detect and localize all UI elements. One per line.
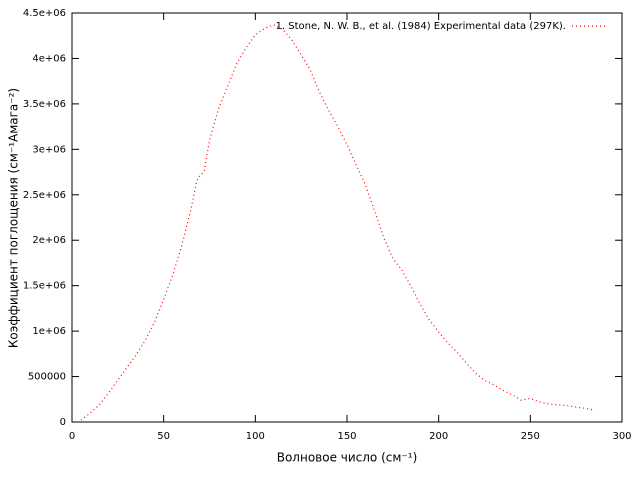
x-tick-label: 300	[612, 431, 631, 442]
y-tick-label: 3e+06	[32, 144, 66, 155]
plot-frame	[71, 12, 623, 423]
legend-label: 1. Stone, N. W. B., et al. (1984) Experi…	[276, 21, 566, 32]
y-tick-label: 2.5e+06	[23, 190, 66, 201]
x-axis-label: Волновое число (см⁻¹)	[277, 451, 418, 465]
x-tick-label: 150	[337, 431, 356, 442]
y-tick-label: 1.5e+06	[23, 281, 66, 292]
y-tick-label: 500000	[28, 372, 66, 383]
x-tick-label: 200	[429, 431, 448, 442]
x-tick-label: 250	[521, 431, 540, 442]
y-axis-label: Коэффициент поглощения (см⁻¹Амага⁻²)	[7, 88, 21, 348]
y-tick-label: 0	[60, 417, 66, 428]
y-tick-label: 3.5e+06	[23, 99, 66, 110]
x-tick-label: 0	[69, 431, 75, 442]
y-tick-label: 1e+06	[32, 326, 66, 337]
x-tick-label: 50	[157, 431, 170, 442]
y-tick-label: 2e+06	[32, 235, 66, 246]
y-tick-label: 4.5e+06	[23, 8, 66, 19]
x-tick-label: 100	[246, 431, 265, 442]
y-tick-label: 4e+06	[32, 53, 66, 64]
data-line	[80, 24, 595, 421]
